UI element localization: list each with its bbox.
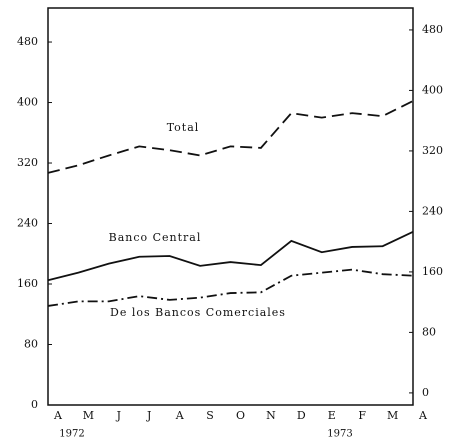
series-label: De los Bancos Comerciales [110, 306, 286, 319]
plot-frame [47, 7, 414, 406]
y2-tick-label: 0 [422, 386, 429, 399]
y2-tick-label: 400 [422, 83, 443, 96]
y-tick-label: 80 [24, 338, 38, 351]
y2-tick-label: 160 [422, 265, 443, 278]
year-label: 1972 [59, 429, 84, 440]
x-tick-label: M [83, 409, 94, 422]
series-line [47, 268, 414, 307]
y-tick-label: 0 [31, 398, 38, 411]
y2-tick-label: 240 [422, 204, 443, 217]
x-tick-label: J [116, 409, 121, 422]
x-tick-label: O [236, 409, 245, 422]
series-label: Total [167, 121, 200, 134]
series-line [47, 231, 414, 282]
series-line [47, 100, 414, 174]
series-label: Banco Central [109, 231, 202, 244]
year-label: 1973 [327, 429, 352, 440]
x-tick-label: E [328, 409, 336, 422]
y-tick-label: 320 [17, 156, 38, 169]
x-tick-label: A [53, 409, 63, 422]
x-tick-label: F [358, 409, 366, 422]
y-tick-label: 240 [17, 217, 38, 230]
y2-tick-label: 320 [422, 144, 443, 157]
y-tick-label: 400 [17, 96, 38, 109]
y2-tick-label: 80 [422, 325, 436, 338]
y-tick-label: 160 [17, 277, 38, 290]
x-tick-label: S [206, 409, 214, 422]
x-tick-label: A [418, 409, 428, 422]
x-tick-label: M [387, 409, 398, 422]
y-tick-label: 480 [17, 35, 38, 48]
x-tick-label: N [266, 409, 276, 422]
x-tick-label: J [146, 409, 151, 422]
y2-tick-label: 480 [422, 23, 443, 36]
x-tick-label: D [297, 409, 306, 422]
x-tick-label: A [175, 409, 185, 422]
